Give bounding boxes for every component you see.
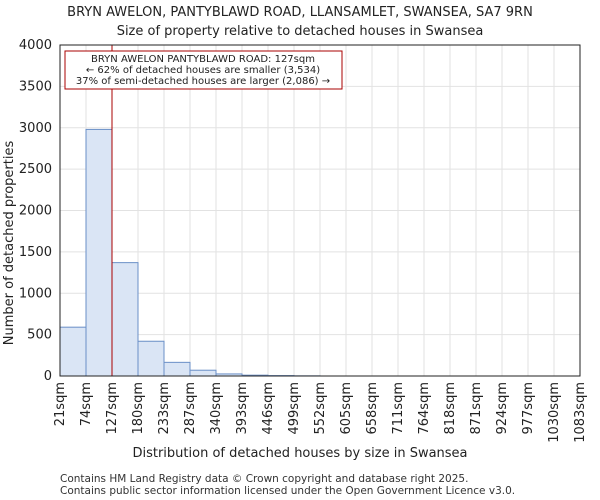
x-tick-label: 552sqm	[313, 382, 328, 435]
x-tick-label: 180sqm	[131, 382, 146, 435]
plot-frame	[59, 44, 581, 377]
x-tick-labels: 21sqm 74sqm 127sqm 180sqm 233sqm 287sqm 340sqm…	[53, 382, 588, 443]
histogram-bar	[189, 369, 217, 377]
annotation-line1: BRYN AWELON PANTYBLAWD ROAD: 127sqm	[91, 54, 315, 65]
x-tick-label: 764sqm	[417, 382, 432, 435]
histogram-bar	[163, 361, 191, 377]
footer-line2: Contains public sector information licen…	[60, 485, 515, 497]
y-tick-label: 500	[27, 328, 52, 343]
x-tick-label: 711sqm	[391, 382, 406, 435]
y-tick-label: 2000	[19, 204, 52, 219]
y-tick-label: 3000	[19, 121, 52, 136]
annotation-box: BRYN AWELON PANTYBLAWD ROAD: 127sqm ← 62…	[64, 50, 343, 90]
x-tick-label: 924sqm	[495, 382, 510, 435]
x-tick-label: 658sqm	[365, 382, 380, 435]
x-tick-label: 499sqm	[287, 382, 302, 435]
annotation-line2: ← 62% of detached houses are smaller (3,…	[86, 65, 320, 76]
chart-title-line2: Size of property relative to detached ho…	[117, 24, 484, 39]
histogram-bar	[137, 340, 165, 377]
annotation-line3: 37% of semi-detached houses are larger (…	[76, 76, 330, 87]
x-tick-label: 340sqm	[209, 382, 224, 435]
x-tick-label: 74sqm	[79, 382, 94, 426]
y-tick-label: 0	[44, 369, 52, 384]
y-tick-label: 3500	[19, 79, 52, 94]
histogram-bar	[85, 128, 113, 377]
y-axis-label: Number of detached properties	[2, 141, 17, 346]
x-tick-label: 393sqm	[235, 382, 250, 435]
y-tick-label: 2500	[19, 162, 52, 177]
histogram-bar	[59, 326, 87, 377]
y-tick-labels: 0 500 1000 1500 2000 2500 3000 3500 4000	[19, 38, 52, 384]
x-tick-label: 287sqm	[183, 382, 198, 435]
x-tick-label: 1083sqm	[573, 382, 588, 443]
x-tick-label: 446sqm	[261, 382, 276, 435]
x-tick-label: 977sqm	[521, 382, 536, 435]
x-tick-label: 127sqm	[105, 382, 120, 435]
x-axis-label: Distribution of detached houses by size …	[132, 446, 467, 461]
x-tick-label: 871sqm	[469, 382, 484, 435]
histogram-bar	[111, 262, 139, 377]
x-tick-label: 818sqm	[443, 382, 458, 435]
y-tick-label: 1500	[19, 245, 52, 260]
x-tick-label: 1030sqm	[547, 382, 562, 443]
y-tick-label: 1000	[19, 286, 52, 301]
x-tick-label: 233sqm	[157, 382, 172, 435]
footer-line1: Contains HM Land Registry data © Crown c…	[60, 473, 468, 485]
annotation-frame	[64, 50, 343, 90]
y-tick-label: 4000	[19, 38, 52, 53]
chart-title-line1: BRYN AWELON, PANTYBLAWD ROAD, LLANSAMLET…	[67, 5, 533, 20]
x-tick-label: 21sqm	[53, 382, 68, 426]
x-tick-label: 605sqm	[339, 382, 354, 435]
